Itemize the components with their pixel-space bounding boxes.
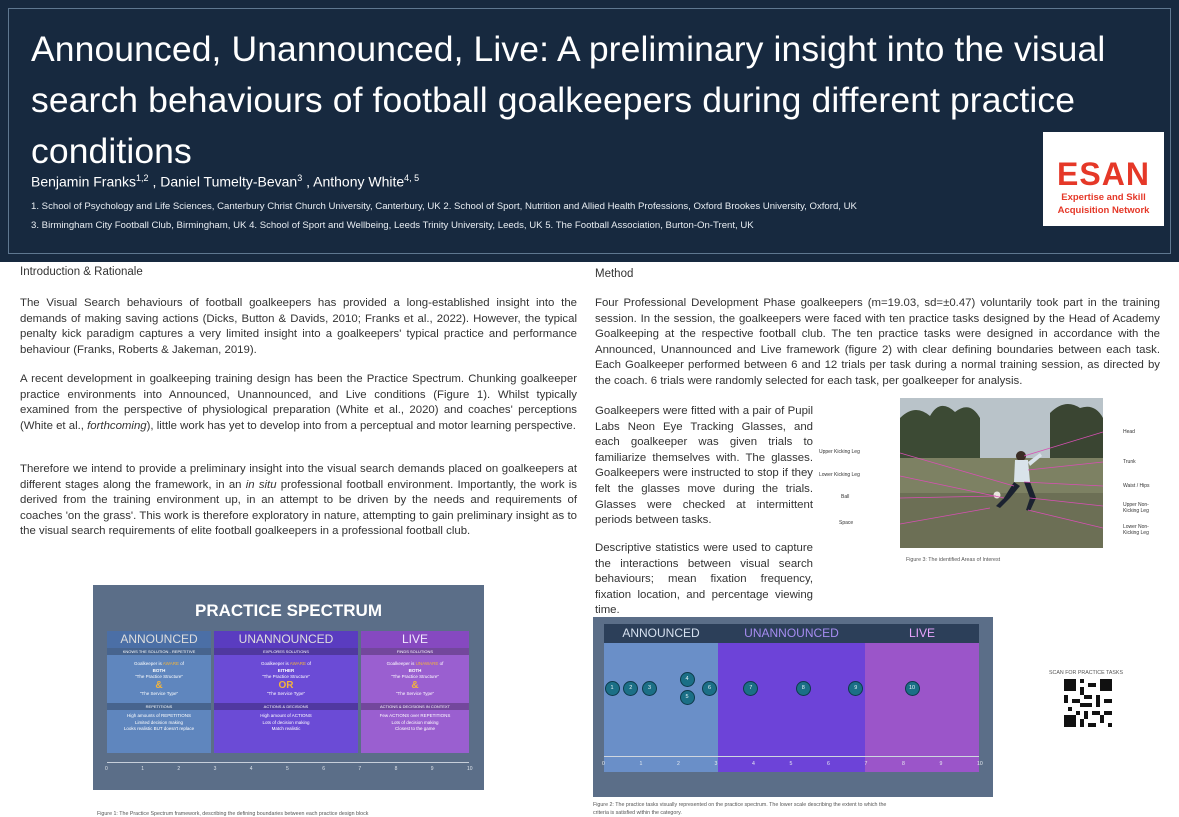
task-marker: 2	[623, 681, 639, 696]
spectrum-scale-line	[107, 762, 469, 763]
method-heading: Method	[595, 268, 634, 280]
goalkeeper-aoi-photo	[900, 398, 1103, 548]
aoi-label: Waist / Hips	[1123, 483, 1150, 489]
announced-header: ANNOUNCED	[604, 624, 718, 643]
author-list: Benjamin Franks1,2 , Daniel Tumelty-Beva…	[31, 173, 420, 190]
aoi-label: Head	[1123, 429, 1135, 435]
aoi-label: Lower Non-Kicking Leg	[1123, 524, 1149, 536]
method-paragraph-1: Four Professional Development Phase goal…	[595, 297, 1160, 387]
scale-tick-label: 1	[141, 766, 144, 772]
task-marker: 7	[743, 681, 759, 696]
task-marker: 10	[904, 681, 920, 696]
unannounced-zone	[718, 642, 865, 772]
intro-heading: Introduction & Rationale	[20, 266, 143, 278]
method-paragraph-3: Descriptive statistics were used to capt…	[595, 542, 813, 617]
affiliations-line-2: 3. Birmingham City Football Club, Birmin…	[31, 220, 754, 231]
live-column: LIVE FINDS SOLUTIONS Goalkeeper is UNAWA…	[361, 631, 469, 753]
task-marker: 5	[679, 690, 695, 705]
task-marker: 6	[702, 681, 717, 696]
figure-title: PRACTICE SPECTRUM	[194, 601, 382, 620]
scale-tick-label: 4	[249, 766, 253, 772]
task-marker: 1	[604, 681, 620, 696]
scale-tick-label: 6	[322, 766, 325, 772]
header-frame	[8, 8, 1171, 254]
poster-title: Announced, Unannounced, Live: A prelimin…	[31, 29, 1106, 171]
aoi-label: Upper Non-Kicking Leg	[1123, 502, 1149, 514]
intro-paragraph-1: The Visual Search behaviours of football…	[20, 297, 577, 356]
scale-tick-label: 2	[677, 761, 680, 767]
scale-tick-label: 0	[602, 761, 605, 767]
scale-tick-label: 4	[752, 761, 755, 767]
method-paragraph-2: Goalkeepers were fitted with a pair of P…	[595, 405, 813, 527]
live-header: LIVE	[865, 624, 979, 643]
live-zone	[865, 642, 979, 772]
scale-tick-label: 5	[286, 766, 289, 772]
scale-tick-label: 6	[827, 761, 830, 767]
scale-tick-label: 10	[467, 766, 473, 772]
unannounced-column: UNANNOUNCED EXPLORES SOLUTIONS Goalkeepe…	[214, 631, 358, 753]
aoi-label: Trunk	[1123, 459, 1136, 465]
task-scale-line	[604, 756, 979, 757]
intro-paragraph-3: Therefore we intend to provide a prelimi…	[20, 463, 577, 538]
scale-tick-label: 7	[864, 761, 868, 767]
scale-tick-label: 3	[213, 766, 217, 772]
figure-1-caption: Figure 1: The Practice Spectrum framewor…	[97, 811, 369, 817]
scale-tick-label: 2	[177, 766, 181, 772]
unannounced-header: UNANNOUNCED	[718, 624, 865, 643]
author-name: Anthony White	[313, 173, 405, 190]
scale-tick-label: 0	[105, 766, 108, 772]
affiliations-line-1: 1. School of Psychology and Life Science…	[31, 201, 857, 212]
task-marker: 9	[848, 681, 864, 696]
announced-column: ANNOUNCED KNOWS THE SOLUTION - REPETITIV…	[107, 631, 211, 753]
task-marker: 3	[642, 681, 657, 696]
figure-2-caption-line-1: Figure 2: The practice tasks visually re…	[593, 802, 887, 808]
figure-3-caption: Figure 3: The identified Areas of Intere…	[906, 557, 1001, 563]
scale-tick-label: 9	[430, 766, 434, 772]
figure-2-caption-line-2: criteria is satisfied within the categor…	[593, 810, 682, 816]
scale-tick-label: 1	[639, 761, 643, 767]
scale-tick-label: 8	[394, 766, 398, 772]
aoi-label: Lower Kicking Leg	[819, 472, 860, 478]
scale-tick-label: 5	[789, 761, 793, 767]
author-name: Benjamin Franks	[31, 173, 137, 190]
practice-spectrum-figure: PRACTICE SPECTRUM ANNOUNCED KNOWS THE SO…	[93, 585, 484, 790]
scale-tick-label: 7	[358, 766, 362, 772]
author-name: Daniel Tumelty-Bevan	[160, 173, 298, 190]
scale-tick-label: 3	[714, 761, 718, 767]
aoi-label: Space	[839, 520, 854, 526]
announced-zone	[604, 642, 718, 772]
poster-header: Announced, Unannounced, Live: A prelimin…	[0, 0, 1179, 262]
scale-tick-label: 9	[939, 761, 943, 767]
scale-tick-label: 10	[977, 761, 983, 767]
scale-tick-label: 8	[902, 761, 905, 767]
esan-logo: ESAN Expertise and Skill Acquisition Net…	[1043, 132, 1164, 226]
qr-label: SCAN FOR PRACTICE TASKS	[1049, 670, 1123, 676]
aoi-label: Upper Kicking Leg	[819, 449, 860, 455]
aoi-label: Ball	[841, 494, 850, 500]
task-marker: 4	[679, 672, 695, 687]
intro-paragraph-2: A recent development in goalkeeping trai…	[20, 373, 577, 432]
practice-tasks-spectrum-figure: ANNOUNCED UNANNOUNCED LIVE 0 1 2 3 4 5 6 7 8 9 10 …	[593, 617, 993, 797]
task-marker: 8	[795, 681, 811, 696]
qr-code[interactable]	[1064, 679, 1112, 727]
